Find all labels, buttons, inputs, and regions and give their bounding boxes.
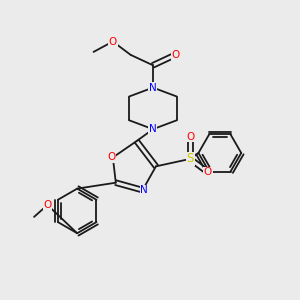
Text: O: O xyxy=(107,152,116,162)
Text: O: O xyxy=(171,50,179,60)
Text: O: O xyxy=(204,167,212,177)
Text: O: O xyxy=(109,37,117,46)
Text: O: O xyxy=(186,132,194,142)
Text: O: O xyxy=(43,200,52,210)
Text: N: N xyxy=(149,82,157,93)
Text: N: N xyxy=(140,185,148,195)
Text: N: N xyxy=(149,124,157,134)
Text: S: S xyxy=(186,152,194,165)
